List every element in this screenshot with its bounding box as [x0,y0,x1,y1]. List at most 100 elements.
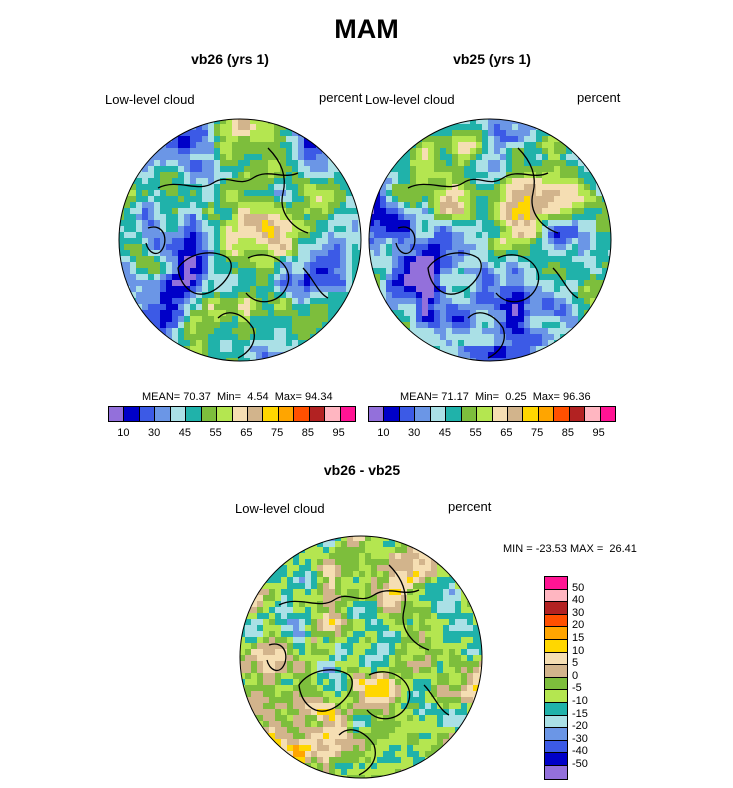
map-cell [479,667,482,674]
colorbar-swatch [523,407,539,421]
map-cell [281,727,288,734]
map-cell [389,655,396,662]
map-cell [244,274,251,281]
map-cell [172,178,179,185]
map-cell [358,280,361,287]
map-cell [322,166,329,173]
map-cell [220,334,227,341]
map-cell [130,292,137,299]
map-cell [506,274,513,281]
map-cell [341,643,348,650]
map-cell [293,745,300,752]
map-cell [136,274,143,281]
map-cell [244,196,251,203]
map-cell [500,244,507,251]
map-cell [395,619,402,626]
map-cell [274,274,281,281]
map-cell [293,751,300,758]
map-cell [352,226,359,233]
map-cell [304,130,311,137]
map-cell [365,769,372,776]
map-cell [365,679,372,686]
map-cell [428,298,435,305]
map-cell [371,547,378,554]
map-cell [268,208,275,215]
map-cell [377,649,384,656]
map-cell [256,208,263,215]
map-cell [560,280,567,287]
map-cell [410,328,417,335]
map-cell [395,541,402,548]
map-cell [226,340,233,347]
map-cell [323,613,330,620]
map-cell [548,352,555,359]
map-cell [269,649,276,656]
map-cell [536,232,543,239]
map-cell [461,703,468,710]
map-cell [584,202,591,209]
map-cell [250,244,257,251]
map-cell [467,625,474,632]
map-cell [335,607,342,614]
map-cell [443,715,450,722]
map-cell [401,703,408,710]
map-cell [398,178,405,185]
map-cell [184,130,191,137]
map-cell [274,160,281,167]
map-cell [476,220,483,227]
map-cell [323,583,330,590]
map-cell [269,709,276,716]
map-cell [244,214,251,221]
map-cell [316,268,323,275]
map-cell [398,202,405,209]
map-cell [518,220,525,227]
map-cell [341,601,348,608]
coastline [145,226,166,255]
map-cell [410,166,417,173]
map-cell [470,166,477,173]
map-cell [434,148,441,155]
map-cell [250,268,257,275]
map-cell [365,613,372,620]
map-cell [305,667,312,674]
map-cell [226,190,233,197]
map-cell [257,589,264,596]
map-cell [404,238,411,245]
map-cell [479,703,482,710]
map-cell [142,316,149,323]
map-cell [554,238,561,245]
map-cell [461,607,468,614]
map-cell [280,328,287,335]
map-cell [232,220,239,227]
map-cell [596,274,603,281]
map-cell [148,214,155,221]
map-cell [268,292,275,299]
map-cell [524,184,531,191]
map-cell [124,220,131,227]
map-cell [374,256,381,263]
map-cell [455,607,462,614]
map-cell [178,268,185,275]
map-cell [488,310,495,317]
map-cell [268,358,275,361]
map-cell [238,119,245,125]
map-cell [440,298,447,305]
map-cell [335,769,342,776]
colorbar-swatch [384,407,400,421]
map-cell [572,274,579,281]
map-cell [335,745,342,752]
map-cell [518,238,525,245]
colorbar-tick-label: -10 [572,695,588,707]
map-cell [404,232,411,239]
map-cell [578,154,585,161]
map-cell [464,148,471,155]
map-cell [383,595,390,602]
map-cell [500,346,507,353]
map-cell [524,340,531,347]
map-cell [482,316,489,323]
map-cell [413,619,420,626]
map-cell [428,250,435,257]
map-cell [560,142,567,149]
map-cell [488,334,495,341]
map-cell [530,358,537,361]
